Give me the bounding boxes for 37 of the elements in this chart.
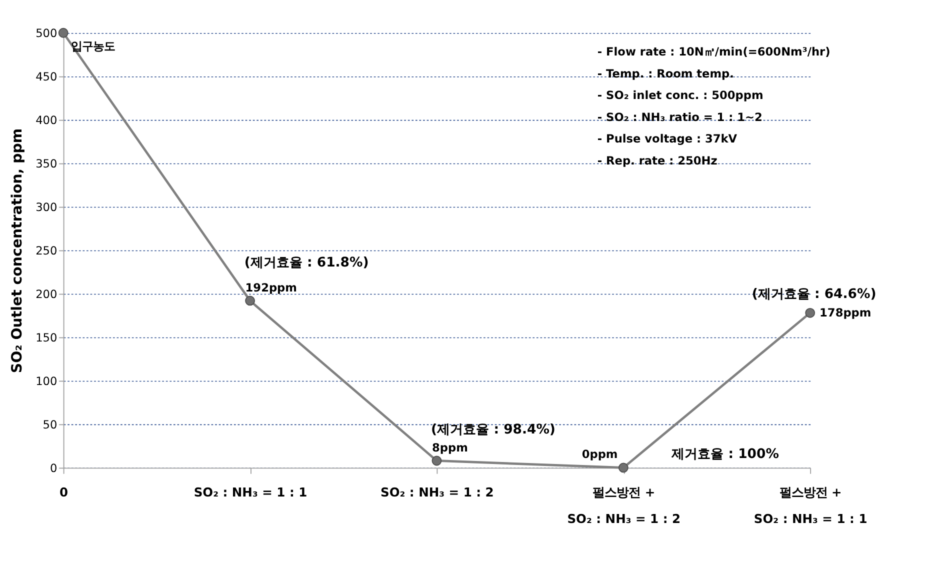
text: 192ppm [245,280,297,294]
text: 8ppm [432,440,468,454]
text: 입구농도 [70,38,115,53]
x-tick-label: 0 [60,486,68,500]
y-tick-label: 100 [36,374,58,388]
annotation: 제거효율 : 100% [670,447,779,462]
point [618,462,628,473]
annotation: (제거효율 : 98.4%) [431,422,556,438]
y-tick-label: 500 [36,26,58,40]
point [245,296,255,306]
y-tick-label: 450 [36,70,58,84]
text: 178ppm [820,306,872,320]
point [805,308,816,318]
y-tick-label: 300 [36,200,58,214]
x-tick-label: 펄스방전 + SO₂ : NH₃ = 1 : 2 [567,486,681,526]
y-axis-title: SO₂ Outlet concentration, ppm [9,128,26,374]
annotation: - Pulse voltage : 37kV [597,132,738,146]
y-tick-label: 400 [36,113,58,128]
y-tick-label: 50 [42,417,58,432]
x-tick-label: SO₂ : NH₃ = 1 : 2 [380,486,494,500]
y-tick-label: 350 [36,156,58,171]
point [58,28,68,38]
annotation: - Flow rate : 10N㎥/min(=600Nm³/hr) [597,44,830,59]
annotation: - SO₂ inlet conc. : 500ppm [597,88,764,102]
annotation: - Temp. : Room temp. [597,66,734,80]
x-tick-label: 펄스방전 + SO₂ : NH₃ = 1 : 1 [754,486,868,526]
text: 0ppm [582,447,618,462]
annotation: (제거효율 : 64.6%) [752,286,876,302]
y-tick-label: 250 [36,244,58,258]
x-tick-label: SO₂ : NH₃ = 1 : 1 [194,486,308,500]
annotation: - SO₂ : NH₃ ratio = 1 : 1~2 [597,110,762,124]
y-tick-label: 150 [36,330,58,345]
annotation: - Rep. rate : 250Hz [597,153,718,168]
y-tick-label: 0 [50,460,58,475]
point [432,456,442,466]
y-tick-label: 200 [36,287,58,302]
annotation: (제거효율 : 61.8%) [244,256,369,271]
